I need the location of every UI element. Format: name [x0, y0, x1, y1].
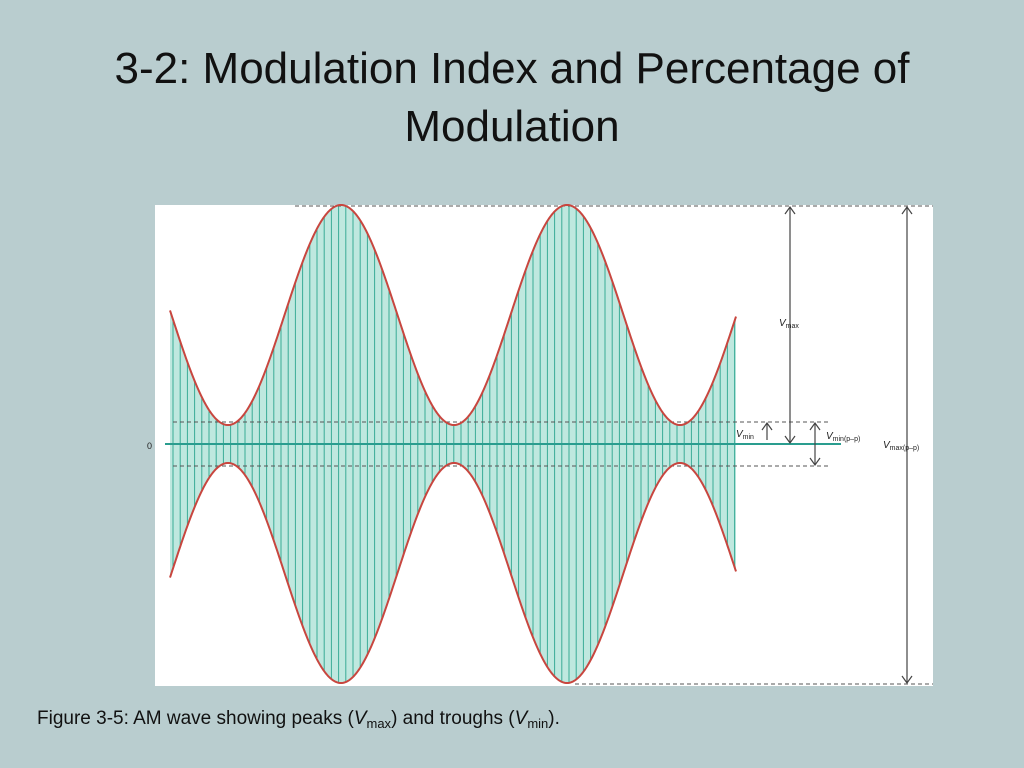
zero-label: 0 — [147, 441, 152, 451]
vmax-label: Vmax — [779, 318, 799, 330]
figure-caption: Figure 3-5: AM wave showing peaks (Vmax)… — [37, 708, 560, 731]
vmax-arrow-head-up — [784, 205, 796, 215]
vmin-arrow-head — [761, 421, 773, 431]
caption-vmin-subscript: min — [527, 716, 549, 731]
am-wave-diagram: 0 Vmax Vmin Vmin(p–p) Vmax(p–p) — [147, 203, 933, 685]
caption-vmax-symbol: V — [353, 708, 367, 729]
upper-envelope — [169, 203, 737, 427]
vmin-pp-label: Vmin(p–p) — [826, 431, 860, 443]
vmax-pp-arrow-head-up — [901, 205, 913, 215]
caption-vmin-symbol: V — [514, 708, 528, 729]
vmin-pp-arrow-head-up — [809, 421, 821, 431]
vmax-pp-arrow-head-down — [901, 675, 913, 685]
caption-prefix: Figure 3-5: AM wave showing peaks ( — [37, 708, 354, 729]
lower-envelope — [169, 461, 737, 685]
vmin-label: Vmin — [736, 429, 754, 441]
caption-vmax-subscript: max — [366, 716, 392, 731]
caption-suffix: ). — [548, 708, 560, 729]
am-wave-figure: 0 Vmax Vmin Vmin(p–p) Vmax(p–p) — [147, 203, 933, 686]
caption-middle: ) and troughs ( — [391, 708, 515, 729]
measurement-arrows — [761, 205, 913, 685]
slide-title: 3-2: Modulation Index and Percentage of … — [114, 44, 910, 151]
vmin-pp-arrow-head-down — [809, 457, 821, 467]
vmax-arrow-head-down — [784, 435, 796, 445]
vmax-pp-label: Vmax(p–p) — [883, 440, 919, 452]
reference-lines — [173, 205, 933, 685]
